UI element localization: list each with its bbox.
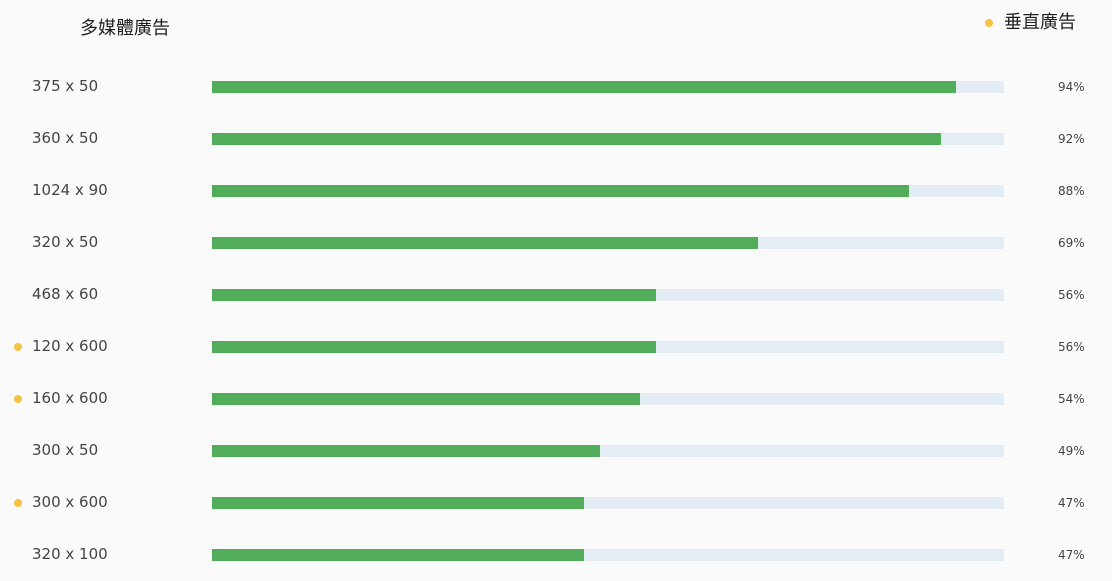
vertical-ad-dot-icon	[14, 395, 22, 403]
bar-track	[212, 445, 1004, 457]
bar-fill	[212, 341, 656, 353]
category-label: 1024 x 90	[32, 181, 108, 199]
chart-row: 375 x 50 94%	[0, 61, 1112, 113]
chart-row: 320 x 100 47%	[0, 529, 1112, 581]
bar-track	[212, 289, 1004, 301]
value-label: 56%	[1058, 340, 1085, 354]
value-label: 47%	[1058, 548, 1085, 562]
bar-track	[212, 497, 1004, 509]
bar-fill	[212, 81, 957, 93]
bar-fill	[212, 133, 941, 145]
chart-row: 320 x 50 69%	[0, 217, 1112, 269]
chart-row: 160 x 600 54%	[0, 373, 1112, 425]
chart-row: 468 x 60 56%	[0, 269, 1112, 321]
chart-row: 1024 x 90 88%	[0, 165, 1112, 217]
bar-fill	[212, 393, 640, 405]
bar-track	[212, 549, 1004, 561]
bar-chart: 375 x 50 94% 360 x 50 92% 1024 x 90 88% 320 x …	[0, 61, 1112, 581]
bar-fill	[212, 549, 585, 561]
chart-row: 300 x 600 47%	[0, 477, 1112, 529]
bar-fill	[212, 497, 585, 509]
category-label: 120 x 600	[32, 337, 108, 355]
bar-track	[212, 185, 1004, 197]
bar-track	[212, 81, 1004, 93]
vertical-ad-dot-icon	[14, 343, 22, 351]
category-label: 360 x 50	[32, 129, 99, 147]
category-label: 160 x 600	[32, 389, 108, 407]
category-label: 320 x 50	[32, 233, 99, 251]
value-label: 54%	[1058, 392, 1085, 406]
legend-dot-icon	[985, 19, 993, 27]
value-label: 88%	[1058, 184, 1085, 198]
value-label: 94%	[1058, 80, 1085, 94]
bar-track	[212, 133, 1004, 145]
value-label: 56%	[1058, 288, 1085, 302]
value-label: 49%	[1058, 444, 1085, 458]
vertical-ad-dot-icon	[14, 499, 22, 507]
chart-row: 360 x 50 92%	[0, 113, 1112, 165]
bar-fill	[212, 445, 601, 457]
category-label: 300 x 600	[32, 493, 108, 511]
category-label: 468 x 60	[32, 285, 99, 303]
bar-fill	[212, 185, 909, 197]
chart-header-title: 多媒體廣告	[80, 18, 170, 39]
value-label: 69%	[1058, 236, 1085, 250]
bar-fill	[212, 237, 759, 249]
bar-track	[212, 341, 1004, 353]
value-label: 92%	[1058, 132, 1085, 146]
bar-track	[212, 393, 1004, 405]
legend-label: 垂直廣告	[1004, 12, 1076, 33]
chart-legend: 垂直廣告	[985, 11, 1076, 35]
bar-track	[212, 237, 1004, 249]
category-label: 320 x 100	[32, 545, 108, 563]
bar-fill	[212, 289, 656, 301]
chart-row: 300 x 50 49%	[0, 425, 1112, 477]
category-label: 375 x 50	[32, 77, 99, 95]
value-label: 47%	[1058, 496, 1085, 510]
category-label: 300 x 50	[32, 441, 99, 459]
chart-row: 120 x 600 56%	[0, 321, 1112, 373]
